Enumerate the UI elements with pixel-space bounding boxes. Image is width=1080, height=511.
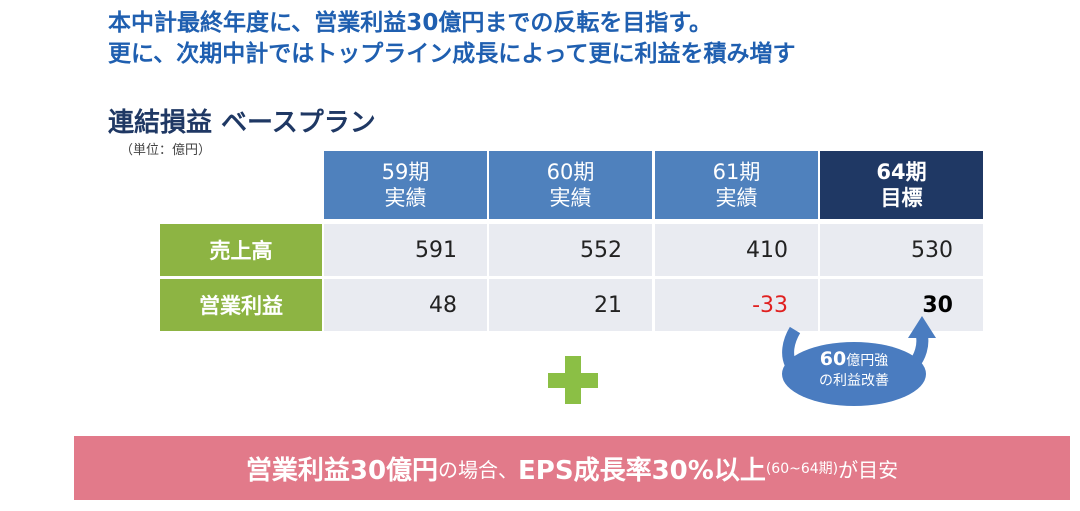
table-cell: 410 xyxy=(655,224,818,276)
row-label-operating-profit: 営業利益 xyxy=(160,279,322,331)
column-header-64-target: 64期 目標 xyxy=(820,151,983,219)
table-cell: 591 xyxy=(324,224,487,276)
improvement-bubble: 60億円強 の利益改善 xyxy=(783,349,925,391)
banner-part-1: 営業利益30億円 xyxy=(245,455,439,486)
table-cell-negative: -33 xyxy=(655,279,818,331)
column-kind: 実績 xyxy=(384,186,427,210)
unit-note: （単位：億円） xyxy=(120,143,212,158)
bubble-unit: 億円強 xyxy=(846,353,889,369)
section-title: 連結損益 ベースプラン xyxy=(108,108,376,138)
table-cell: 530 xyxy=(820,224,983,276)
row-label-sales: 売上高 xyxy=(160,224,322,276)
bubble-line-2: の利益改善 xyxy=(819,373,889,389)
bubble-amount: 60 xyxy=(819,348,847,370)
banner-part-5: が目安 xyxy=(838,457,899,482)
column-period: 59期 xyxy=(381,160,430,184)
column-header-59: 59期 実績 xyxy=(324,151,487,219)
table-cell: 21 xyxy=(489,279,652,331)
table-cell: 552 xyxy=(489,224,652,276)
column-period: 61期 xyxy=(712,160,761,184)
table-cell-target-profit: 30 xyxy=(820,279,983,331)
column-kind: 実績 xyxy=(549,186,592,210)
column-kind: 実績 xyxy=(715,186,758,210)
improvement-arrow-icon xyxy=(782,316,936,406)
column-header-60: 60期 実績 xyxy=(489,151,652,219)
eps-banner: 営業利益30億円 の場合、 EPS成長率30%以上 (60~64期) が目安 xyxy=(74,436,1070,500)
headline-line-1: 本中計最終年度に、営業利益30億円までの反転を目指す。 xyxy=(108,10,713,36)
table-cell: 48 xyxy=(324,279,487,331)
column-period: 60期 xyxy=(546,160,595,184)
headline: 本中計最終年度に、営業利益30億円までの反転を目指す。 更に、次期中計ではトップ… xyxy=(108,8,795,70)
column-kind: 目標 xyxy=(880,186,923,210)
banner-part-4: (60~64期) xyxy=(765,461,839,477)
banner-part-3: EPS成長率30%以上 xyxy=(518,455,766,486)
banner-part-2: の場合、 xyxy=(438,457,519,482)
column-header-61: 61期 実績 xyxy=(655,151,818,219)
headline-line-2: 更に、次期中計ではトップライン成長によって更に利益を積み増す xyxy=(108,41,796,67)
column-period: 64期 xyxy=(876,160,927,184)
